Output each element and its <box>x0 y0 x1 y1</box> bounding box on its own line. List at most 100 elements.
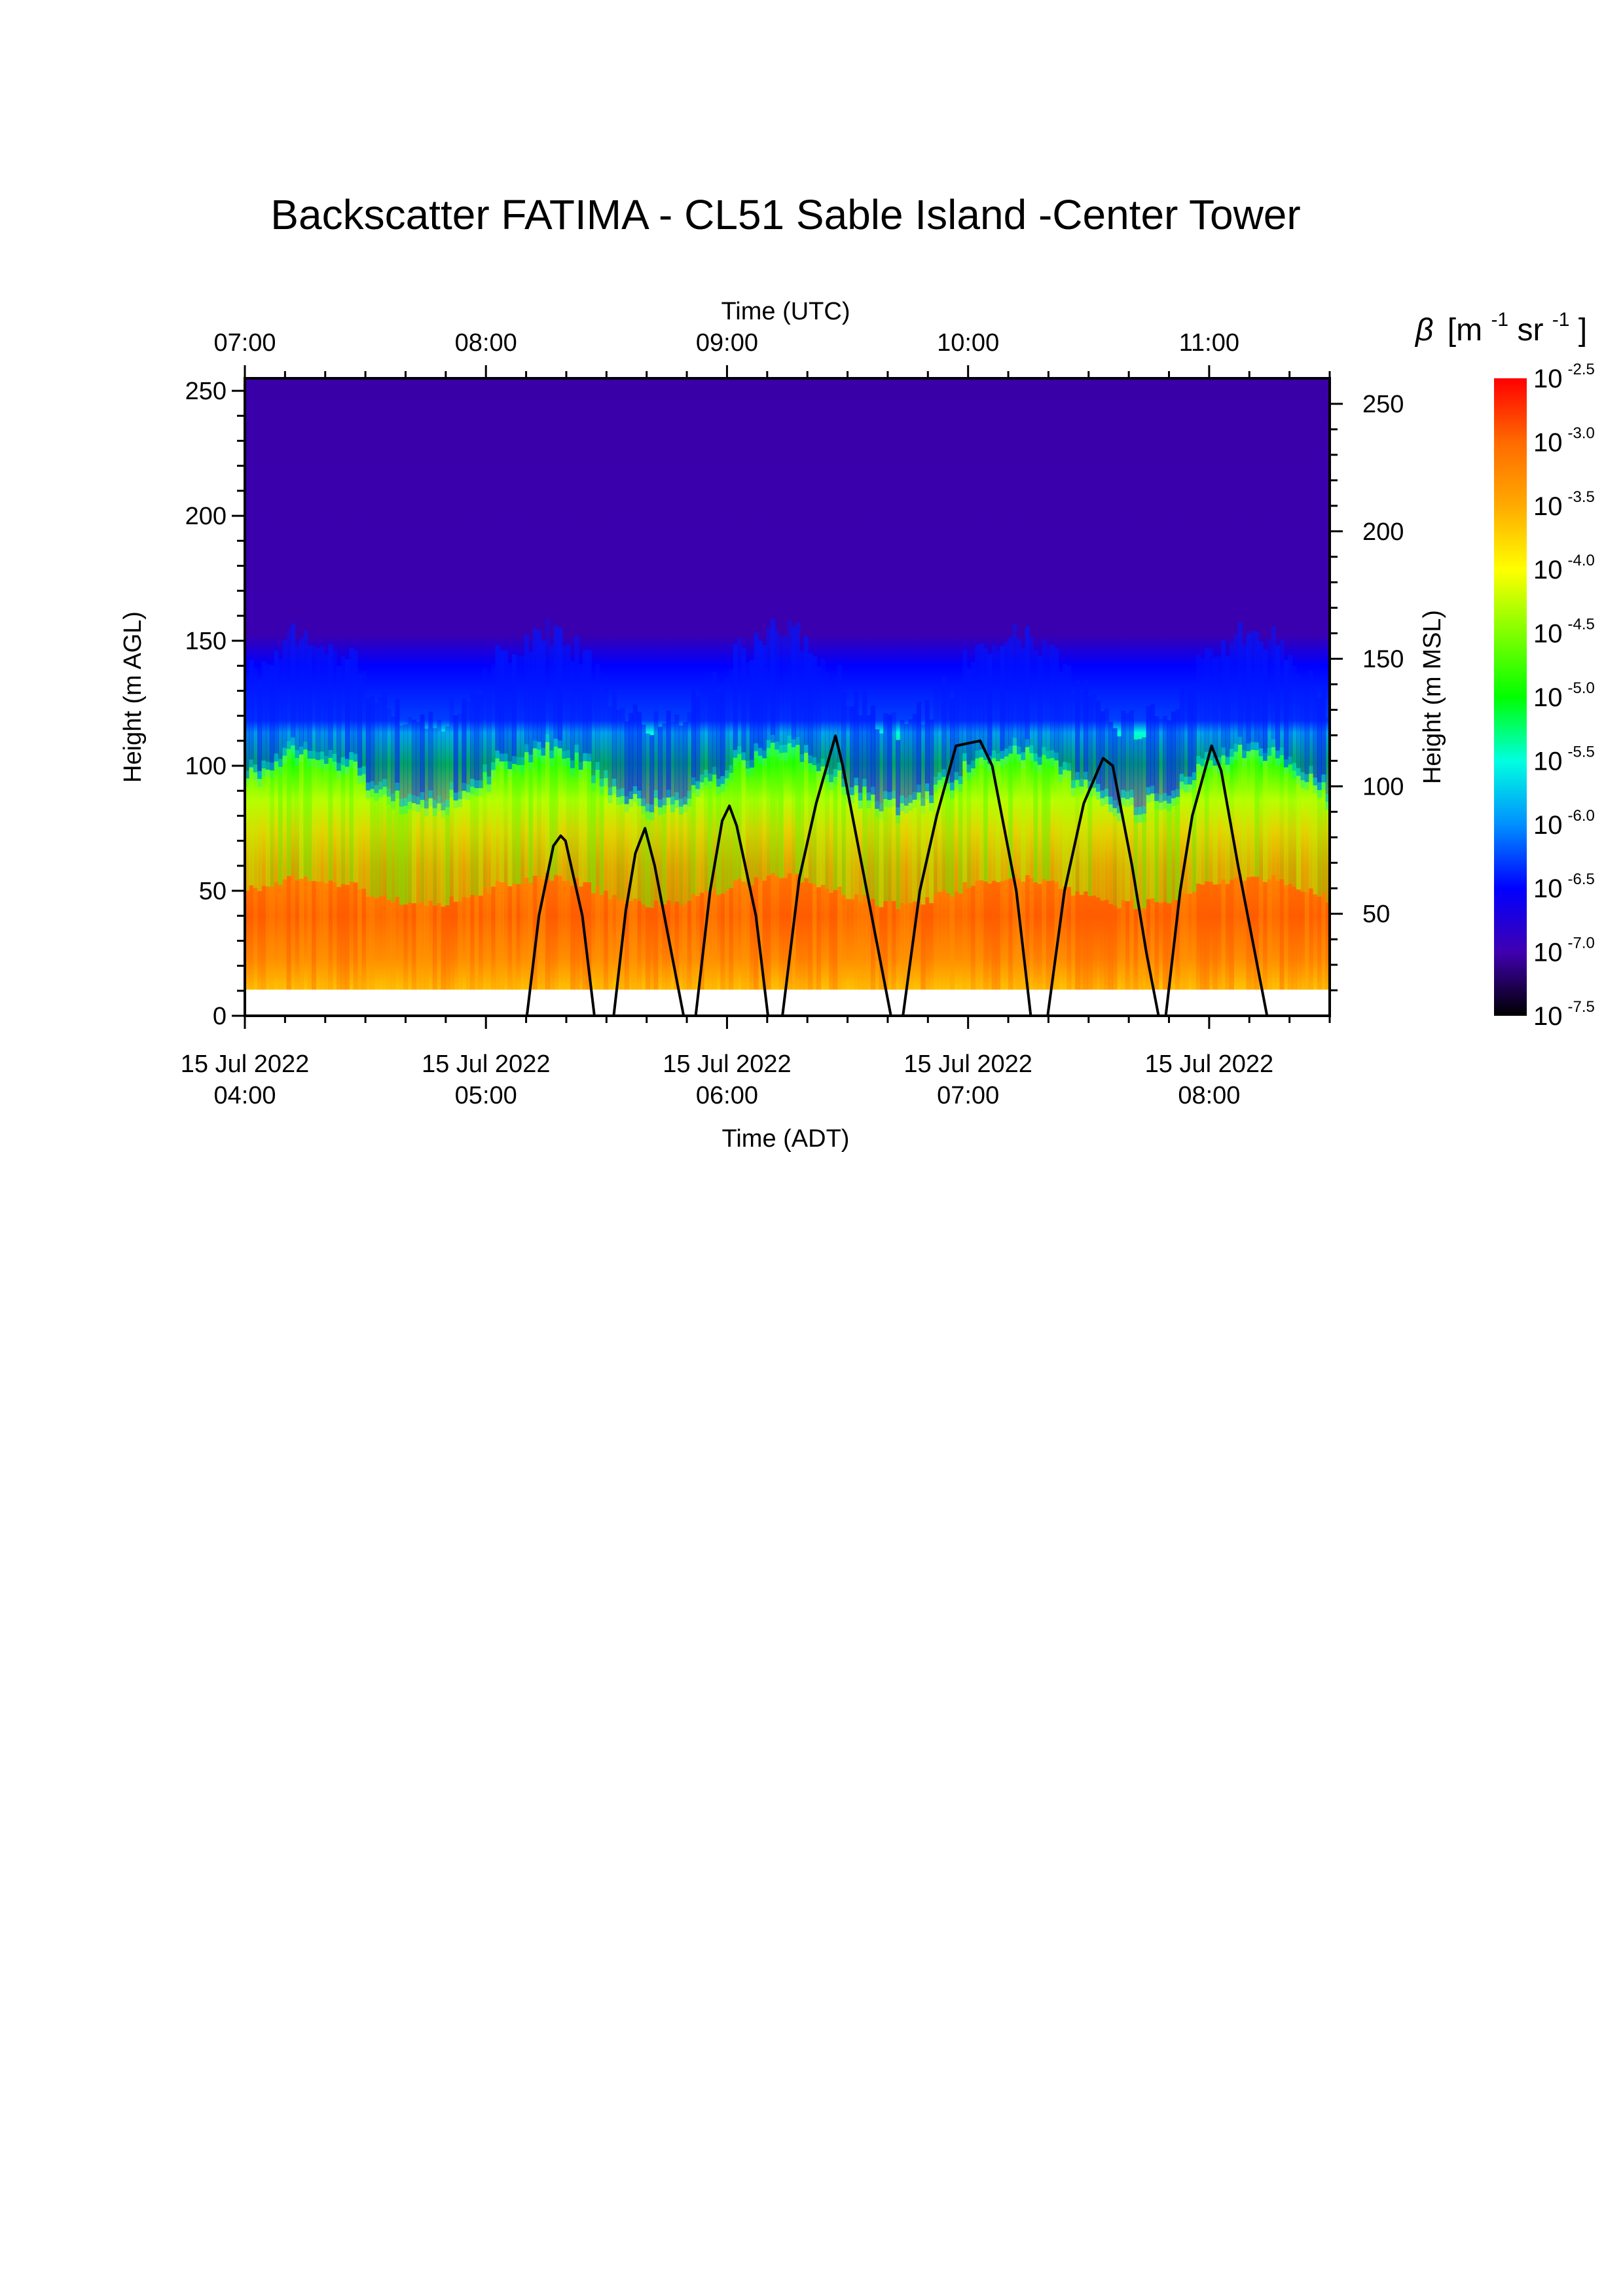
heatmap-column-green <box>829 782 834 893</box>
heatmap-column-blue <box>1125 713 1130 800</box>
heatmap-column-blue <box>1317 698 1322 791</box>
heatmap-column-blue <box>1183 689 1188 785</box>
heatmap-column-cyan <box>624 796 629 812</box>
heatmap-column-blue <box>845 706 850 795</box>
heatmap-column-cyan <box>1221 747 1226 764</box>
heatmap-column-orange <box>1267 879 1272 990</box>
heatmap-column-blue <box>879 733 884 812</box>
heatmap-column-green <box>604 778 609 891</box>
heatmap-column-cyan <box>465 784 471 800</box>
heatmap-column-blue <box>616 709 621 797</box>
heatmap-column-blue <box>1309 670 1314 774</box>
heatmap-column-green <box>787 743 792 874</box>
heatmap-column-blue <box>495 645 500 759</box>
heatmap-column-orange <box>1321 893 1326 990</box>
heatmap-column-blue <box>295 644 300 759</box>
heatmap-column-green <box>624 804 629 904</box>
heatmap-column-green <box>924 791 930 897</box>
heatmap-column-blue <box>883 713 888 799</box>
heatmap-column-blue <box>378 696 383 790</box>
heatmap-column-green <box>599 786 604 895</box>
heatmap-column-cyan <box>357 768 363 784</box>
heatmap-column-blue <box>1209 648 1214 761</box>
heatmap-column-green <box>1188 784 1193 894</box>
heatmap-column-cyan <box>1279 747 1285 763</box>
heatmap-column-blue <box>900 720 905 804</box>
heatmap-column-blue <box>975 645 980 759</box>
heatmap-column-blue <box>265 664 270 770</box>
heatmap-column-cyan <box>917 784 922 800</box>
heatmap-column-blue <box>491 664 496 770</box>
heatmap-column-cyan <box>1054 752 1059 768</box>
heatmap-column-green <box>608 795 613 899</box>
heatmap-column-cyan <box>520 757 525 773</box>
right-tick-label: 250 <box>1362 391 1404 418</box>
heatmap-column-green <box>983 760 988 882</box>
heatmap-column-orange <box>896 909 901 990</box>
heatmap-column-blue <box>1171 711 1176 798</box>
heatmap-column-cyan <box>345 759 350 775</box>
heatmap-column-green <box>891 798 896 901</box>
heatmap-column-blue <box>1129 710 1135 798</box>
heatmap-column-orange <box>245 891 249 990</box>
heatmap-column-orange <box>757 879 763 990</box>
heatmap-column-orange <box>462 897 467 990</box>
heatmap-column-blue <box>1050 644 1055 759</box>
heatmap-column-blue <box>649 735 655 813</box>
colorbar-title-symbol: β <box>1414 313 1433 348</box>
heatmap-base <box>245 378 1330 990</box>
heatmap-column-green <box>299 754 304 879</box>
heatmap-column-green <box>653 798 659 901</box>
heatmap-column-cyan <box>374 785 379 801</box>
heatmap-column-blue <box>1233 634 1239 752</box>
heatmap-column-orange <box>1117 908 1122 990</box>
heatmap-column-orange <box>1188 893 1193 990</box>
heatmap-column-blue <box>278 659 283 767</box>
heatmap-column-green <box>1213 765 1218 885</box>
heatmap-column-green <box>616 797 621 901</box>
heatmap-column-green <box>812 765 817 884</box>
heatmap-column-orange <box>403 905 409 990</box>
heatmap-column-green <box>883 798 888 901</box>
heatmap-column-orange <box>1196 884 1201 990</box>
heatmap-column-green <box>545 742 550 873</box>
heatmap-column-green <box>699 782 704 893</box>
heatmap-column-blue <box>445 726 450 808</box>
heatmap-column-orange <box>908 903 913 990</box>
heatmap-column-green <box>261 768 266 886</box>
heatmap-column-orange <box>649 908 655 990</box>
heatmap-column-blue <box>1054 648 1059 761</box>
heatmap-column-blue <box>249 660 254 768</box>
colorbar-tick-exponent: -2.5 <box>1568 361 1595 378</box>
heatmap-column-orange <box>950 897 955 990</box>
heatmap-column-cyan <box>604 770 609 786</box>
heatmap-column-blue <box>286 629 291 749</box>
heatmap-column-green <box>937 780 942 892</box>
heatmap-column-green <box>483 772 488 888</box>
heatmap-column-green <box>1087 789 1093 897</box>
heatmap-column-blue <box>291 623 296 745</box>
heatmap-column-blue <box>799 651 805 762</box>
heatmap-column-orange <box>962 882 968 990</box>
heatmap-column-cyan <box>562 751 567 767</box>
heatmap-column-blue <box>1304 684 1309 782</box>
heatmap-column-orange <box>1313 894 1318 990</box>
heatmap-column-blue <box>804 636 809 753</box>
heatmap-column-blue <box>324 654 329 764</box>
heatmap-column-cyan <box>670 797 676 812</box>
heatmap-column-orange <box>1054 882 1059 990</box>
heatmap-column-orange <box>653 901 659 990</box>
heatmap-column-orange <box>816 887 822 990</box>
heatmap-column-blue <box>1087 696 1093 789</box>
heatmap-column-orange <box>416 904 421 990</box>
heatmap-column-green <box>1233 751 1239 878</box>
colorbar-tick-label: 10 -7.5 <box>1533 998 1595 1031</box>
heatmap-column-green <box>1254 750 1260 877</box>
heatmap-column-blue <box>365 698 371 791</box>
heatmap-column-orange <box>1242 880 1247 990</box>
heatmap-column-blue <box>1029 636 1034 753</box>
heatmap-column-green <box>921 806 926 905</box>
heatmap-column-orange <box>958 893 963 990</box>
colorbar-tick-label: 10 -3.0 <box>1533 424 1595 457</box>
heatmap-column-cyan <box>720 776 725 792</box>
